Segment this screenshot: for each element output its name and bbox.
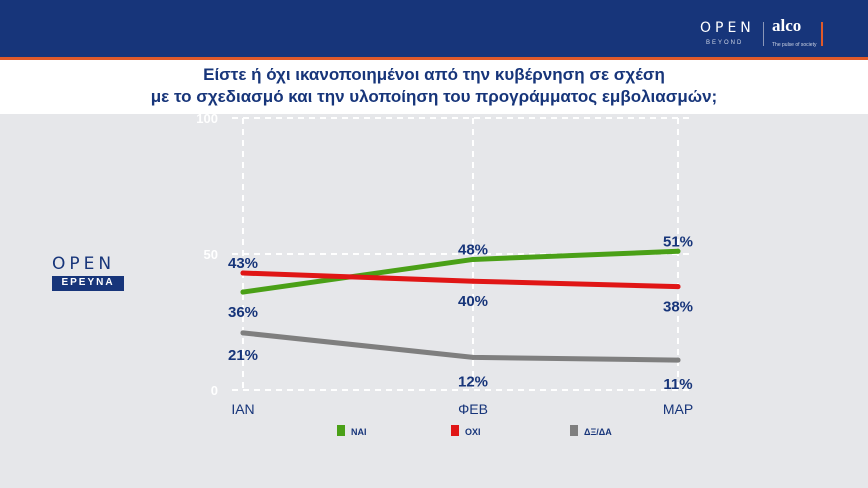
legend-label: ΝΑΙ [351,427,367,437]
data-label: 38% [663,299,693,316]
open-erevna-logo-bar [52,276,124,291]
chart-title-line-1: Είστε ή όχι ικανοποιημένοι από την κυβέρ… [203,65,665,84]
open-logo: OPEN [700,20,755,36]
logo-accent-bar [821,22,823,46]
data-point [470,256,476,262]
data-point [240,289,246,295]
legend-swatch [570,425,578,436]
x-tick-label: ΜΑΡ [663,401,693,417]
series-line [240,330,681,363]
data-label: 21% [228,347,258,364]
legend-swatch [337,425,345,436]
legend-label: ΔΞ/ΔΑ [584,427,612,437]
data-label: 12% [458,373,488,390]
data-point [470,278,476,284]
alco-logo: alco [772,16,802,35]
open-erevna-logo: OPEN [52,254,116,274]
header-bar [0,0,868,57]
alco-tagline: The pulse of society [772,42,817,48]
data-label: 51% [663,233,693,250]
data-point [470,354,476,360]
x-tick-label: ΙΑΝ [231,401,254,417]
data-point [240,270,246,276]
title-band [0,60,868,114]
data-label: 11% [663,376,692,393]
y-tick-label: 100 [196,111,218,126]
data-label: 43% [228,255,258,272]
header-accent-line [0,57,868,60]
open-erevna-logo-text: ΕΡΕΥΝΑ [61,277,115,288]
data-point [240,330,246,336]
data-label: 48% [458,241,488,258]
data-point [675,284,681,290]
y-tick-label: 0 [211,383,218,398]
data-point [675,248,681,254]
legend-label: ΟΧΙ [465,427,481,437]
y-tick-label: 50 [204,247,218,262]
chart-title: Είστε ή όχι ικανοποιημένοι από την κυβέρ… [0,64,868,108]
open-logo-subtitle: BEYOND [706,40,744,46]
logo-divider [763,22,764,46]
x-tick-label: ΦΕΒ [458,401,488,417]
data-label: 40% [458,293,488,310]
legend-swatch [451,425,459,436]
data-point [675,357,681,363]
data-label: 36% [228,304,258,321]
chart-title-line-2: με το σχεδιασμό και την υλοποίηση του πρ… [150,87,718,106]
